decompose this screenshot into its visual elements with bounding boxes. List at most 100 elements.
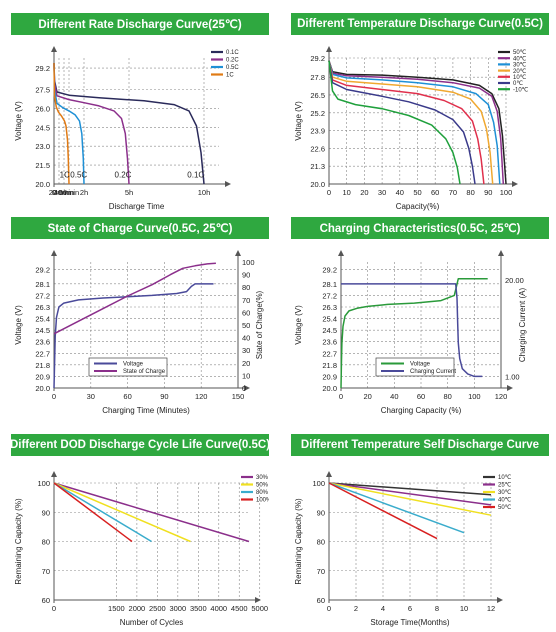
- x-tick-label: 20: [363, 392, 371, 401]
- series-line: [328, 60, 476, 185]
- legend-label: 50℃: [513, 50, 527, 56]
- x-axis-label: Charging Time (Minutes): [102, 406, 190, 415]
- y2-tick-label: 30: [242, 346, 250, 355]
- legend-label: 20℃: [513, 69, 527, 75]
- y-tick-label: 21.8: [322, 361, 337, 370]
- y2-axis-label: State of Charge(%): [255, 290, 264, 359]
- y-tick-label: 27.5: [35, 86, 50, 95]
- x-tick-label: 80: [466, 188, 474, 197]
- series-line: [53, 262, 216, 335]
- legend-label: Voltage: [123, 362, 144, 368]
- y-tick-label: 24.5: [35, 326, 50, 335]
- y-axis-label: Remaining Capacity (%): [14, 498, 23, 585]
- x-tick-label: 10: [343, 188, 351, 197]
- y-tick-label: 24.5: [322, 326, 337, 335]
- series-line: [53, 62, 85, 185]
- y2-axis-label: Charging Current (A): [518, 288, 527, 363]
- x-tick-label: 120: [195, 392, 208, 401]
- chart-panel-rate-discharge: Different Rate Discharge Curve(25℃) 20.0…: [11, 13, 269, 213]
- series-line: [328, 482, 492, 506]
- x-axis-arrow: [507, 385, 513, 391]
- y-tick-label: 25.2: [310, 109, 325, 118]
- y-tick-label: 29.2: [322, 266, 337, 275]
- y-axis-arrow: [326, 46, 332, 52]
- series-line: [53, 283, 214, 389]
- legend-label: State of Charge: [123, 369, 166, 375]
- y-tick-label: 28.1: [322, 280, 337, 289]
- y-axis-label: Voltage (V): [14, 101, 23, 141]
- annotation-label: 1C: [60, 171, 70, 180]
- y-tick-label: 20.0: [310, 180, 325, 189]
- legend-label: 50℃: [498, 505, 512, 511]
- x-tick-label: 1500: [108, 604, 125, 613]
- x-tick-label: 100: [500, 188, 513, 197]
- x-tick-label: 5000: [251, 604, 268, 613]
- chart-rate-discharge: 20.0 21.5 23.0 24.5 26.0 27.5 29.2 020min40min6…: [14, 46, 239, 211]
- series-line: [328, 60, 485, 185]
- y-tick-label: 21.3: [310, 162, 325, 171]
- y-axis-label: Voltage (V): [294, 305, 303, 345]
- y-axis-arrow: [338, 250, 344, 256]
- chart-panel-self-discharge: Different Temperature Self Discharge Cur…: [291, 434, 549, 632]
- x-tick-label: 10: [460, 604, 468, 613]
- x-tick-label: 100: [468, 392, 481, 401]
- x-tick-label: 0: [52, 188, 56, 197]
- y-tick-label: 23.6: [35, 338, 50, 347]
- y-tick-label: 20.0: [35, 384, 50, 393]
- y2-tick-label: 20: [242, 359, 250, 368]
- legend-label: -10℃: [513, 87, 529, 93]
- series-line: [53, 482, 250, 543]
- x-tick-label: 10h: [198, 188, 211, 197]
- x-tick-label: 12: [487, 604, 495, 613]
- legend-label: 30%: [256, 475, 269, 481]
- series-line: [328, 482, 492, 516]
- legend-label: 0.2C: [226, 58, 239, 64]
- x-tick-label: 0: [327, 188, 331, 197]
- y-tick-label: 26.5: [310, 91, 325, 100]
- y2-tick-label: 10: [242, 371, 250, 380]
- x-tick-label: 2000: [129, 604, 146, 613]
- y-tick-label: 90: [42, 508, 50, 517]
- x-tick-label: 60: [431, 188, 439, 197]
- x-tick-label: 90: [484, 188, 492, 197]
- x-axis-arrow: [255, 597, 261, 603]
- y-tick-label: 28.1: [35, 280, 50, 289]
- chart-title: Different Rate Discharge Curve(25℃): [11, 13, 269, 35]
- y-tick-label: 80: [42, 538, 50, 547]
- series-line: [328, 482, 465, 534]
- x-tick-label: 4500: [231, 604, 248, 613]
- legend-label: 100%: [256, 498, 269, 504]
- series-line: [53, 482, 133, 543]
- series-line: [340, 277, 488, 389]
- x-tick-label: 2500: [149, 604, 166, 613]
- y-tick-label: 21.8: [35, 361, 50, 370]
- y-tick-label: 20.0: [35, 180, 50, 189]
- x-axis-label: Storage Time(Months): [370, 618, 449, 627]
- legend-label: 50%: [256, 483, 269, 489]
- y-axis-arrow: [51, 471, 57, 477]
- x-tick-label: 3000: [169, 604, 186, 613]
- y2-tick-label: 1.00: [505, 372, 520, 381]
- legend-label: Charging Current: [410, 369, 456, 375]
- x-axis-label: Capacity(%): [396, 202, 440, 211]
- legend-label: 0.5C: [226, 65, 239, 71]
- y-tick-label: 26.3: [35, 303, 50, 312]
- chart-state-of-charge: 20.0 20.9 21.8 22.7 23.6 24.5 25.4 26.3 27.2 28.1…: [14, 250, 264, 415]
- chart-charging-characteristics: 20.0 20.9 21.8 22.7 23.6 24.5 25.4 26.3 27.2 28.1…: [294, 250, 527, 415]
- chart-title: Different Temperature Discharge Curve(0.…: [291, 13, 549, 35]
- chart-title: Different Temperature Self Discharge Cur…: [291, 434, 549, 456]
- chart-panel-state-of-charge: State of Charge Curve(0.5C, 25℃) 20.0 20.…: [11, 217, 269, 417]
- x-axis-arrow: [244, 385, 250, 391]
- x-tick-label: 2: [354, 604, 358, 613]
- y-tick-label: 22.7: [35, 349, 50, 358]
- x-tick-label: 4: [381, 604, 385, 613]
- x-axis-label: Charging Capacity (%): [381, 406, 462, 415]
- y2-axis-arrow: [498, 250, 504, 256]
- y-tick-label: 70: [42, 567, 50, 576]
- legend-label: 80%: [256, 490, 269, 496]
- x-tick-label: 8: [435, 604, 439, 613]
- y-tick-label: 25.4: [35, 315, 50, 324]
- y-tick-label: 20.9: [322, 372, 337, 381]
- x-tick-label: 2h: [80, 188, 88, 197]
- y-tick-label: 25.4: [322, 315, 337, 324]
